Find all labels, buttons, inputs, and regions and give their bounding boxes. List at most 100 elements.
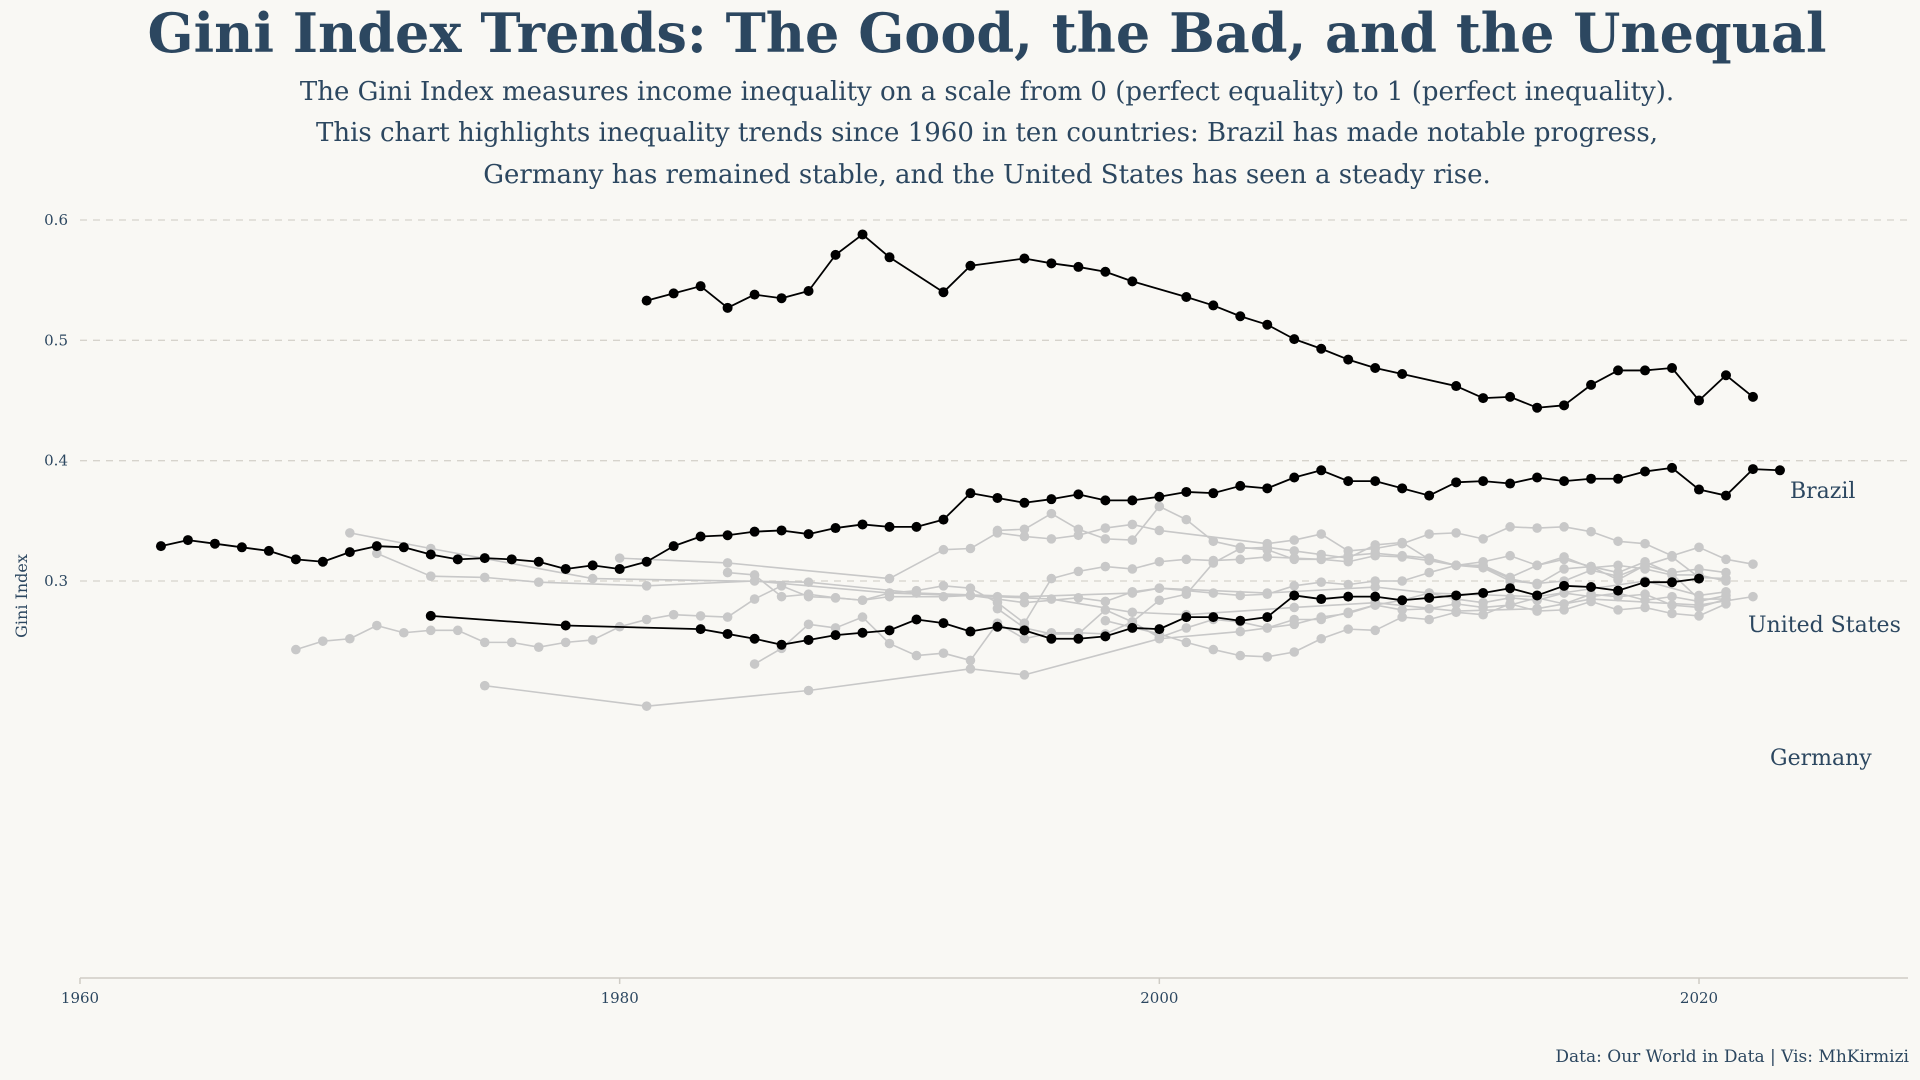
data-point xyxy=(425,610,436,621)
data-point xyxy=(1127,564,1138,574)
data-point xyxy=(587,573,598,584)
y-tick-label: 0.3 xyxy=(44,572,68,590)
data-point xyxy=(1478,588,1489,599)
data-point xyxy=(965,543,976,554)
data-point xyxy=(182,535,193,546)
data-point xyxy=(1289,590,1300,601)
data-point xyxy=(857,595,868,606)
data-point xyxy=(1316,612,1327,622)
data-point xyxy=(614,563,625,574)
data-point xyxy=(1316,577,1327,588)
data-point xyxy=(1532,579,1542,590)
data-point xyxy=(776,525,787,536)
data-point xyxy=(1046,633,1057,644)
data-point xyxy=(1343,476,1354,487)
data-point xyxy=(1181,486,1192,497)
data-point xyxy=(1343,354,1354,365)
series-line xyxy=(430,577,1700,646)
gridlines xyxy=(80,219,1908,582)
data-point xyxy=(1559,564,1569,574)
data-point xyxy=(291,644,301,655)
data-point xyxy=(614,553,625,563)
data-point xyxy=(1316,594,1327,605)
data-point xyxy=(830,623,841,633)
data-point xyxy=(1640,538,1650,549)
data-point xyxy=(1721,594,1731,604)
data-point xyxy=(1262,612,1273,623)
data-point xyxy=(830,630,841,641)
data-point xyxy=(1397,605,1407,615)
data-point xyxy=(1505,583,1516,594)
data-point xyxy=(533,577,544,588)
data-point xyxy=(1747,464,1758,475)
data-point xyxy=(1613,567,1623,578)
data-point xyxy=(1586,561,1596,572)
data-point xyxy=(1235,590,1246,601)
data-point xyxy=(1505,550,1515,561)
data-point xyxy=(1532,560,1542,571)
data-point xyxy=(560,563,571,574)
data-point xyxy=(641,556,652,567)
data-point xyxy=(884,573,895,584)
data-point xyxy=(1262,319,1273,330)
data-point xyxy=(1154,556,1165,567)
data-point xyxy=(1478,393,1489,404)
data-point xyxy=(1451,528,1461,538)
data-point xyxy=(1316,554,1327,565)
data-point xyxy=(1289,334,1300,345)
data-point xyxy=(1532,472,1543,483)
data-point xyxy=(506,637,517,648)
data-point xyxy=(803,529,814,540)
data-point xyxy=(1073,593,1084,603)
data-point xyxy=(1559,605,1569,615)
background-series-group xyxy=(291,501,1758,711)
data-point xyxy=(668,288,679,299)
data-point xyxy=(965,260,976,271)
data-point xyxy=(1073,489,1084,500)
data-point xyxy=(1127,495,1138,506)
data-point xyxy=(1019,625,1030,636)
data-point xyxy=(1505,599,1515,609)
data-point xyxy=(938,544,949,555)
data-point xyxy=(1073,261,1084,272)
data-point xyxy=(938,648,949,658)
data-point xyxy=(938,287,949,298)
data-point xyxy=(587,560,598,571)
data-point xyxy=(1613,536,1623,547)
data-point xyxy=(371,541,382,552)
data-point xyxy=(1046,258,1057,269)
data-point xyxy=(1289,554,1300,565)
data-point xyxy=(1019,633,1030,644)
data-point xyxy=(1127,276,1138,287)
data-point xyxy=(236,542,247,553)
data-point xyxy=(1127,587,1138,597)
data-point xyxy=(1370,540,1380,550)
data-point xyxy=(1100,495,1111,506)
data-point xyxy=(587,635,598,645)
series-line xyxy=(997,505,1727,581)
data-point xyxy=(1073,566,1084,577)
data-point xyxy=(1019,670,1030,680)
data-point xyxy=(965,590,976,601)
data-point xyxy=(318,636,328,646)
data-point xyxy=(1748,559,1758,569)
data-point xyxy=(1667,363,1678,374)
data-point xyxy=(1289,546,1300,556)
data-point xyxy=(263,545,274,556)
data-point xyxy=(1208,536,1219,547)
data-point xyxy=(1774,465,1785,476)
data-point xyxy=(1667,462,1678,473)
data-point xyxy=(1154,595,1165,606)
y-axis-label: Gini Index xyxy=(12,554,31,638)
series-line xyxy=(349,532,1727,598)
data-point xyxy=(479,637,490,648)
data-point xyxy=(641,614,652,625)
data-point xyxy=(938,618,949,629)
data-point xyxy=(1100,534,1111,544)
data-point xyxy=(1532,590,1543,601)
data-point xyxy=(1478,534,1488,544)
data-point xyxy=(722,612,733,622)
data-point xyxy=(398,542,409,553)
data-point xyxy=(938,514,949,525)
data-point xyxy=(1748,591,1758,602)
